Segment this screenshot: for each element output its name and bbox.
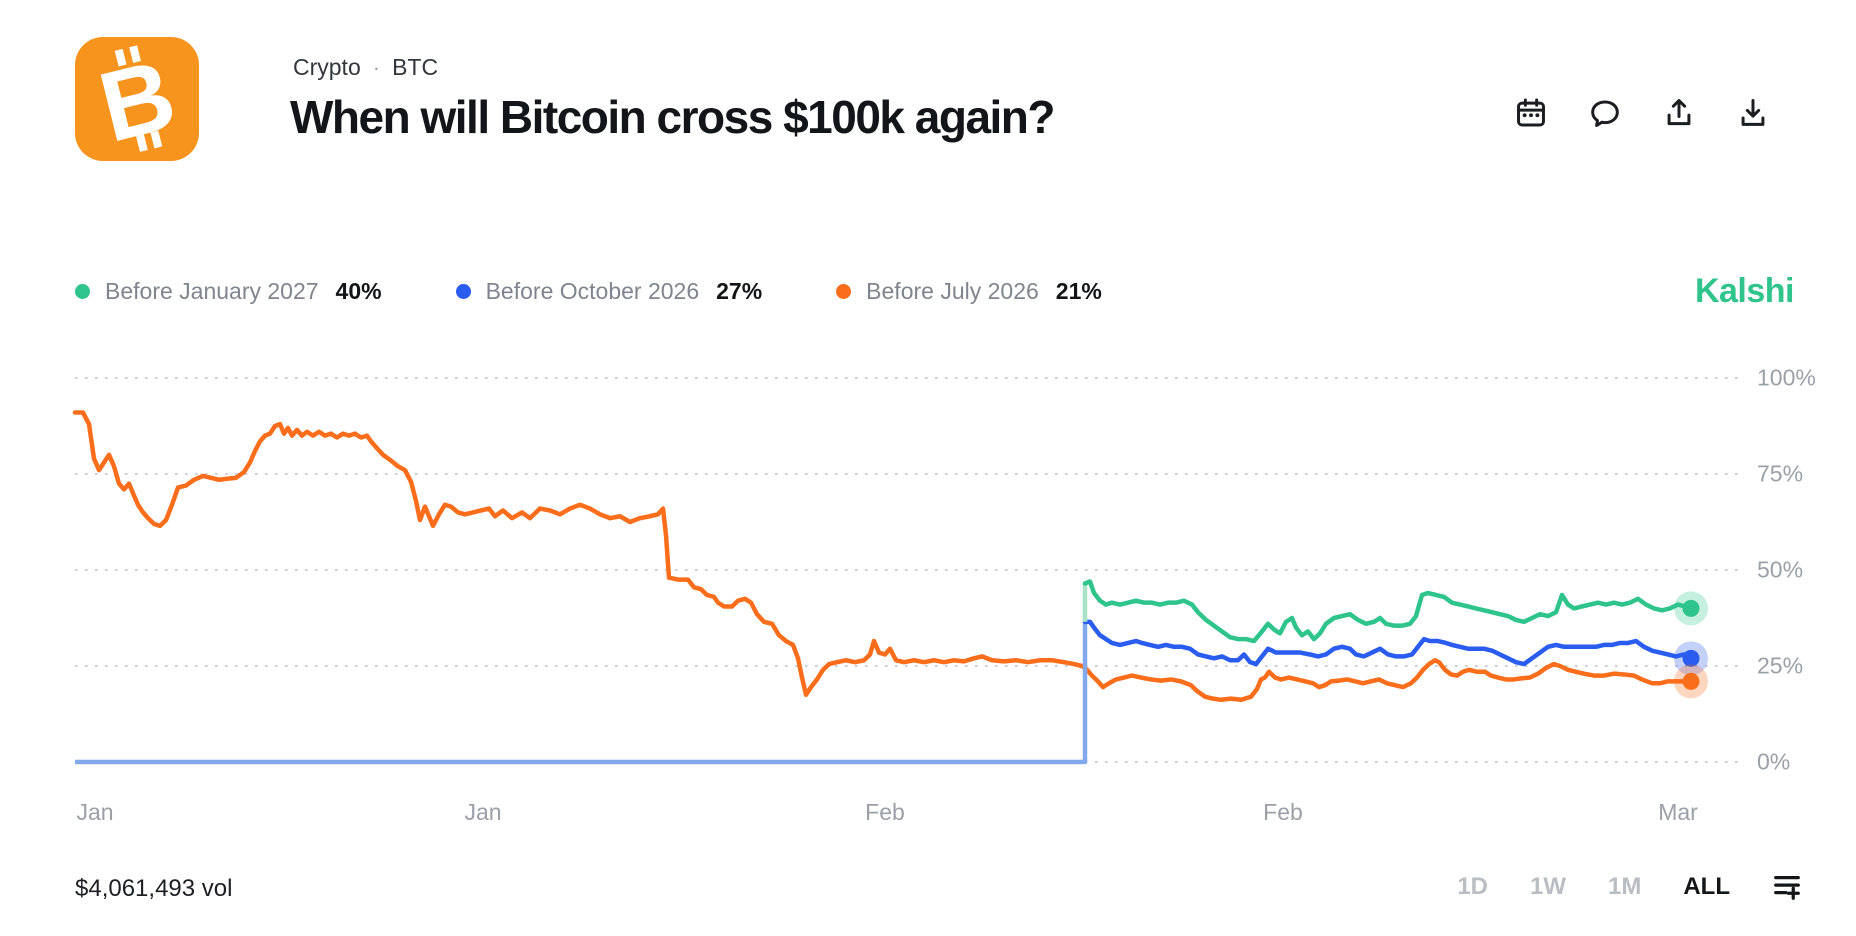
bitcoin-b-icon: B: [89, 39, 185, 164]
y-tick-25%: 25%: [1757, 652, 1804, 679]
volume-text: $4,061,493 vol: [75, 875, 233, 902]
end-marker-dot-before-oct-2026: [1682, 649, 1700, 667]
legend-value: 40%: [335, 278, 382, 304]
download-icon[interactable]: [1736, 96, 1770, 130]
add-to-watchlist-icon[interactable]: [1772, 872, 1802, 902]
timeframe-1w[interactable]: 1W: [1530, 873, 1566, 900]
series-line-before-jan-2027: [1082, 579, 1694, 644]
legend-dot-green: [75, 284, 90, 299]
legend-value: 27%: [716, 278, 763, 304]
timeframe-all[interactable]: ALL: [1683, 873, 1730, 900]
x-tick-0-Jan: Jan: [76, 799, 114, 825]
legend-item-before-oct-2026[interactable]: Before October 2026 27%: [455, 278, 763, 305]
y-tick-100%: 100%: [1757, 364, 1816, 391]
breadcrumb-separator: ·: [372, 54, 381, 80]
legend-value: 21%: [1055, 278, 1102, 304]
breadcrumb: Crypto · BTC: [293, 54, 438, 81]
timeframe-1d[interactable]: 1D: [1457, 873, 1488, 900]
breadcrumb-ticker[interactable]: BTC: [392, 54, 439, 80]
legend-dot-orange: [836, 284, 852, 299]
x-tick-3-Feb: Feb: [1263, 799, 1303, 825]
y-tick-50%: 50%: [1757, 556, 1804, 583]
legend-dot-blue: [455, 284, 471, 299]
series-intro-before-oct-2026: [75, 621, 1088, 765]
end-marker-dot-before-jan-2027: [1682, 599, 1700, 617]
legend: Before January 2027 40% Before October 2…: [75, 272, 1795, 311]
y-tick-75%: 75%: [1757, 460, 1804, 487]
page-title: When will Bitcoin cross $100k again?: [290, 91, 1056, 143]
breadcrumb-category[interactable]: Crypto: [293, 54, 361, 80]
header-actions: [1514, 96, 1770, 130]
y-tick-0%: 0%: [1757, 748, 1791, 775]
legend-label: Before October 2026: [485, 278, 700, 304]
bitcoin-logo: B: [75, 37, 199, 164]
timeframe-1m[interactable]: 1M: [1608, 873, 1642, 900]
x-tick-1-Jan: Jan: [464, 799, 502, 825]
timeframe-selector: 1D 1W 1M ALL: [1457, 872, 1802, 902]
legend-label: Before July 2026: [866, 278, 1039, 304]
share-icon[interactable]: [1662, 96, 1696, 130]
x-tick-2-Feb: Feb: [865, 799, 905, 825]
legend-item-before-jan-2027[interactable]: Before January 2027 40%: [75, 278, 382, 305]
series-line-before-oct-2026: [1082, 619, 1694, 667]
end-marker-dot-before-jul-2026: [1682, 672, 1700, 690]
kalshi-wordmark: Kalshi: [1694, 272, 1795, 310]
legend-label: Before January 2027: [105, 278, 319, 304]
x-tick-4-Mar: Mar: [1658, 799, 1698, 825]
comment-icon[interactable]: [1588, 96, 1622, 130]
legend-item-before-jul-2026[interactable]: Before July 2026 21%: [836, 278, 1102, 305]
calendar-icon[interactable]: [1514, 96, 1548, 130]
series-line-before-jul-2026: [72, 410, 1694, 703]
